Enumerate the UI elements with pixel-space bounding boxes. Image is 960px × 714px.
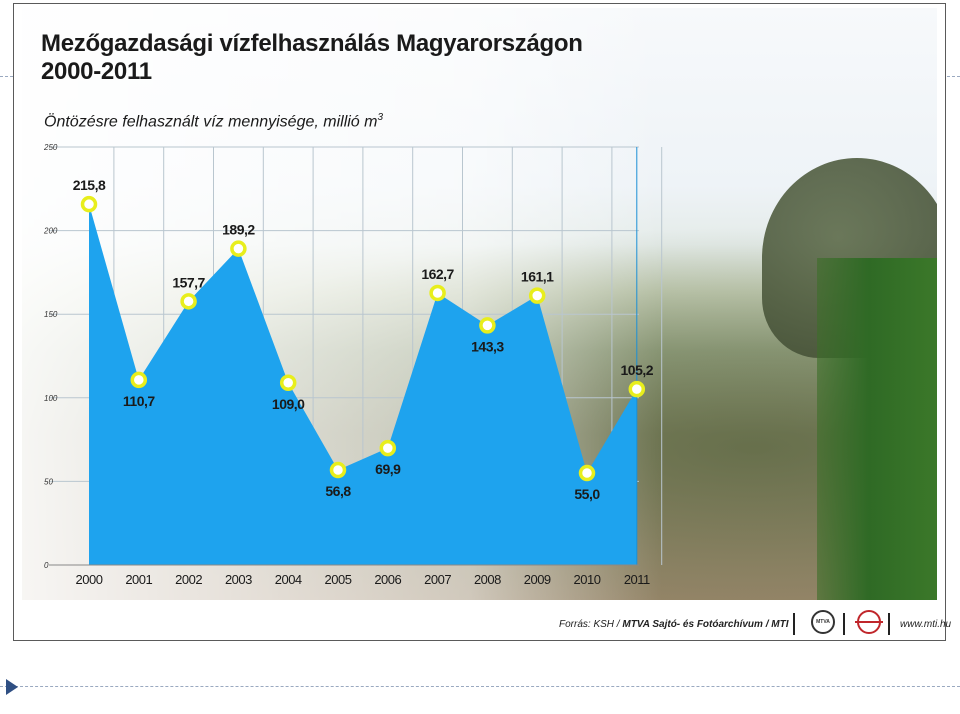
- source-agency: MTVA Sajtó- és Fotóarchívum / MTI: [622, 619, 789, 630]
- y-tick-label: 0: [44, 561, 49, 570]
- x-tick-label: 2001: [125, 572, 152, 587]
- data-point-marker: [429, 284, 446, 302]
- separator: [843, 613, 845, 635]
- data-point-marker: [130, 371, 148, 389]
- area-series: [89, 204, 637, 565]
- data-label: 110,7: [123, 393, 155, 409]
- mti-logo-icon: [855, 610, 883, 634]
- y-tick-label: 150: [44, 310, 58, 319]
- data-label: 143,3: [471, 338, 504, 354]
- chart-subtitle: Öntözésre felhasznált víz mennyisége, mi…: [44, 112, 383, 131]
- y-tick-label: 100: [44, 394, 58, 403]
- x-tick-label: 2007: [424, 572, 451, 587]
- mtva-logo-text: MTVA: [816, 619, 830, 625]
- data-point-marker: [230, 240, 247, 257]
- y-tick-label: 50: [44, 477, 53, 486]
- data-label: 215,8: [73, 177, 106, 193]
- separator: [888, 613, 890, 635]
- data-label: 162,7: [421, 266, 454, 282]
- x-tick-label: 2005: [325, 572, 352, 587]
- data-label: 55,0: [574, 486, 600, 502]
- y-tick-label: 200: [43, 227, 58, 236]
- data-label: 161,1: [521, 269, 554, 285]
- data-point-marker: [180, 293, 197, 310]
- website-link[interactable]: www.mti.hu: [900, 619, 952, 630]
- x-tick-label: 2002: [175, 572, 202, 587]
- mtva-logo-icon: MTVA: [811, 610, 835, 634]
- data-point-marker: [628, 380, 646, 398]
- data-point-marker: [578, 464, 596, 482]
- title-line-1: Mezőgazdasági vízfelhasználás Magyarorsz…: [41, 30, 583, 57]
- data-label: 69,9: [375, 461, 401, 477]
- x-tick-label: 2003: [225, 572, 252, 587]
- infographic-frame: Mezőgazdasági vízfelhasználás Magyarorsz…: [13, 3, 951, 641]
- data-label: 109,0: [272, 396, 305, 412]
- data-point-marker: [528, 287, 546, 304]
- data-point-marker: [80, 195, 98, 213]
- data-point-marker: [379, 439, 397, 457]
- data-point-marker: [329, 461, 347, 479]
- bottom-divider: [0, 686, 960, 687]
- corn-field-image: [817, 258, 937, 600]
- x-tick-label: 2008: [474, 572, 501, 587]
- x-tick-label: 2011: [624, 572, 650, 587]
- data-label: 105,2: [621, 362, 654, 378]
- x-tick-label: 2006: [374, 572, 401, 587]
- subtitle-text: Öntözésre felhasznált víz mennyisége, mi…: [44, 113, 378, 131]
- data-point-marker: [479, 317, 496, 334]
- area-chart: 0 50 100 150 200 250 215,8 2000 110,7 2001 157,7 20…: [43, 143, 663, 587]
- bullet-arrow-icon: [6, 679, 18, 695]
- x-tick-label: 2009: [524, 572, 551, 587]
- data-label: 56,8: [325, 483, 351, 499]
- data-point-marker: [279, 374, 297, 392]
- chart-title: Mezőgazdasági vízfelhasználás Magyarorsz…: [41, 30, 583, 86]
- footer-bar: [14, 600, 945, 640]
- x-tick-label: 2010: [574, 572, 601, 587]
- source-prefix: Forrás: KSH /: [559, 619, 623, 630]
- y-tick-label: 250: [43, 143, 58, 152]
- data-label: 157,7: [172, 274, 205, 290]
- data-label: 189,2: [222, 222, 255, 238]
- separator: [793, 613, 795, 635]
- x-tick-label: 2004: [275, 572, 302, 587]
- title-line-2: 2000-2011: [41, 58, 152, 85]
- subtitle-superscript: 3: [377, 112, 384, 123]
- x-tick-label: 2000: [76, 572, 103, 587]
- source-credit: Forrás: KSH / MTVA Sajtó- és Fotóarchívu…: [559, 619, 788, 630]
